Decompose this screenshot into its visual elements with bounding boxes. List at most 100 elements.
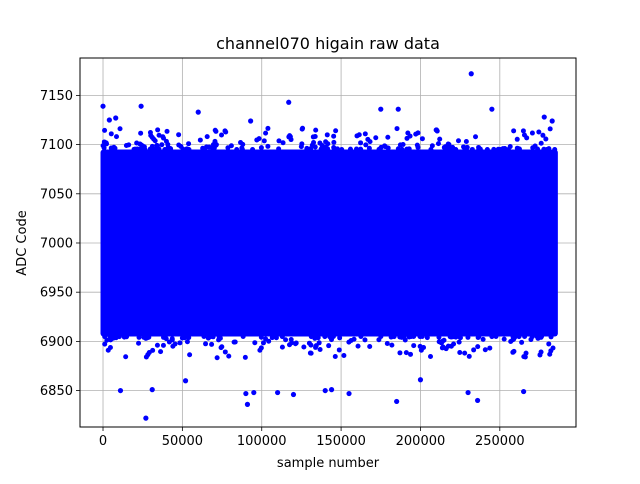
- x-tick-label: 50000: [162, 434, 203, 449]
- outlier-point: [100, 103, 106, 109]
- x-tick-label: 150000: [316, 434, 366, 449]
- sample-point: [239, 146, 245, 152]
- sample-point: [213, 128, 219, 134]
- outlier-point: [394, 398, 400, 405]
- x-axis-label: sample number: [277, 456, 380, 471]
- sample-point: [210, 334, 216, 340]
- sample-point: [313, 127, 319, 133]
- sample-point: [161, 334, 167, 340]
- sample-point: [358, 333, 364, 339]
- sample-point: [211, 145, 217, 151]
- sample-point: [411, 333, 417, 339]
- sample-point: [228, 143, 234, 149]
- outlier-point: [251, 389, 257, 396]
- sample-point: [298, 144, 304, 150]
- sample-point: [389, 342, 395, 348]
- sample-point: [154, 342, 160, 348]
- sample-point: [158, 349, 164, 355]
- sample-point: [107, 344, 113, 350]
- sample-point: [126, 142, 132, 148]
- sample-point: [519, 339, 525, 345]
- sample-point: [475, 344, 481, 350]
- sample-point: [261, 138, 267, 144]
- sample-point: [226, 353, 232, 359]
- outlier-point: [290, 391, 297, 398]
- sample-point: [165, 142, 171, 148]
- sample-point: [522, 354, 528, 360]
- sample-point: [498, 146, 504, 152]
- sample-point: [331, 133, 337, 139]
- x-tick-label: 250000: [475, 434, 525, 449]
- sample-point: [378, 144, 384, 150]
- sample-point: [402, 337, 408, 343]
- sample-point: [134, 140, 140, 146]
- outlier-point: [378, 106, 384, 112]
- sample-point: [473, 134, 479, 140]
- sample-point: [406, 334, 412, 340]
- sample-point: [102, 334, 108, 340]
- sample-point: [391, 334, 397, 340]
- sample-point: [354, 146, 360, 152]
- sample-point: [231, 339, 237, 345]
- sample-point: [304, 145, 310, 151]
- sample-point: [178, 143, 184, 149]
- sample-point: [124, 334, 130, 340]
- sample-point: [548, 334, 554, 340]
- sample-point: [436, 334, 442, 340]
- sample-point: [508, 339, 514, 345]
- sample-point: [543, 136, 549, 142]
- sample-point: [540, 132, 546, 138]
- sample-point: [502, 146, 508, 152]
- outlier-point: [248, 118, 254, 124]
- outlier-point: [395, 106, 401, 112]
- sample-point: [252, 340, 258, 346]
- sample-point: [136, 334, 142, 340]
- dense-sample-band: [100, 149, 558, 337]
- sample-point: [222, 349, 228, 355]
- sample-point: [287, 134, 293, 140]
- sample-point: [142, 147, 148, 153]
- sample-point: [182, 335, 188, 341]
- sample-point: [250, 146, 256, 152]
- sample-point: [150, 347, 156, 353]
- sample-point: [363, 142, 369, 148]
- sample-point: [447, 146, 453, 152]
- sample-point: [313, 344, 319, 350]
- outlier-point: [474, 397, 481, 404]
- sample-point: [258, 145, 264, 151]
- sample-point: [203, 341, 209, 347]
- sample-point: [324, 132, 330, 138]
- sample-point: [322, 334, 328, 340]
- sample-point: [453, 147, 459, 153]
- sample-point: [123, 354, 129, 360]
- sample-point: [311, 140, 317, 146]
- sample-point: [316, 340, 322, 346]
- sample-point: [308, 146, 314, 152]
- outlier-point: [275, 389, 281, 396]
- sample-point: [152, 147, 158, 153]
- y-tick-label: 7100: [40, 138, 73, 153]
- sample-point: [332, 354, 338, 360]
- y-tick-label: 6900: [40, 335, 73, 350]
- sample-point: [484, 147, 490, 153]
- sample-point: [301, 344, 307, 350]
- outlier-point: [113, 115, 119, 121]
- sample-point: [288, 337, 294, 343]
- sample-point: [169, 336, 175, 342]
- y-tick-label: 7000: [40, 236, 73, 251]
- sample-point: [117, 126, 123, 132]
- sample-point: [358, 140, 364, 146]
- sample-point: [367, 344, 373, 350]
- sample-point: [102, 341, 108, 347]
- sample-point: [325, 141, 331, 147]
- sample-point: [322, 144, 328, 150]
- sample-point: [448, 334, 454, 340]
- sample-point: [197, 137, 203, 143]
- sample-point: [276, 146, 282, 152]
- sample-point: [399, 146, 405, 152]
- sample-point: [547, 351, 553, 357]
- sample-point: [424, 335, 430, 341]
- sample-point: [356, 132, 362, 138]
